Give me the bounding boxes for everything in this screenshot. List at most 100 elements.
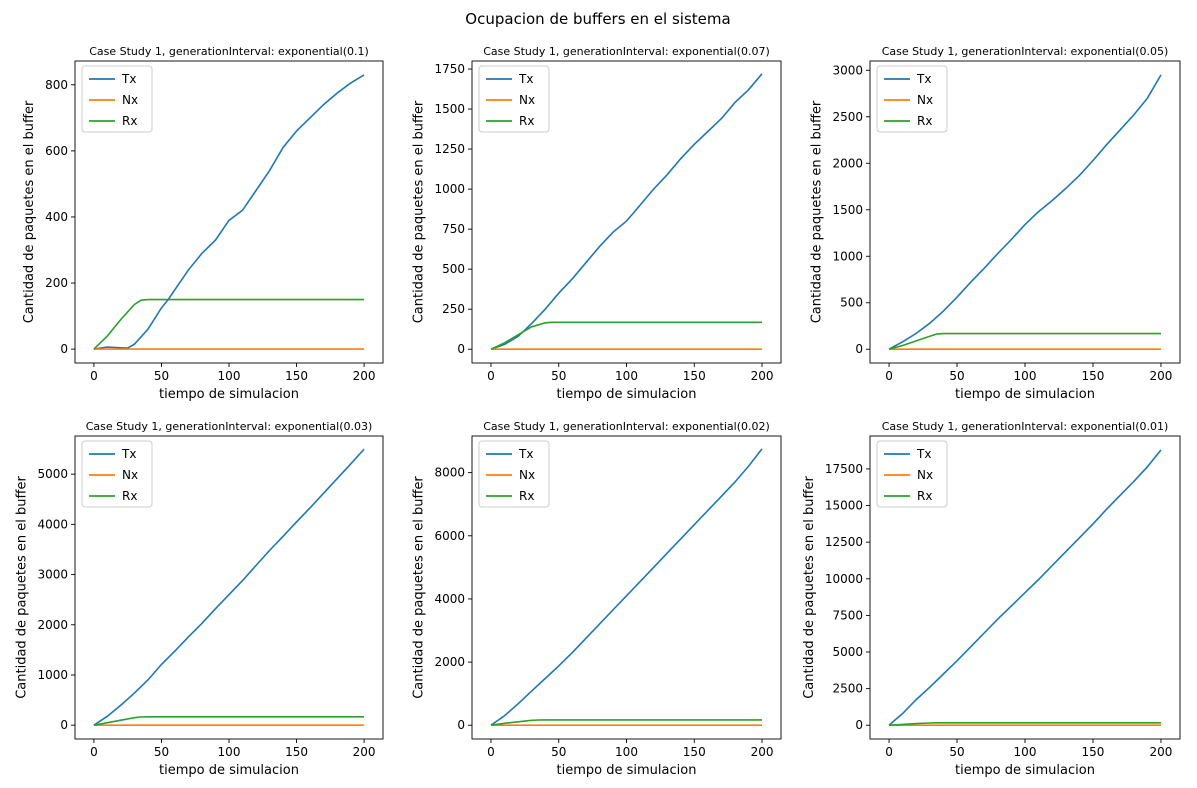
x-tick-label: 200: [1150, 745, 1173, 759]
legend-label-tx: Tx: [518, 447, 533, 461]
x-tick-label: 150: [683, 369, 706, 383]
subplot-title: Case Study 1, generationInterval: expone…: [89, 45, 369, 58]
y-tick-label: 1500: [434, 102, 465, 116]
x-tick-label: 50: [551, 745, 566, 759]
series-line-rx: [888, 332, 1161, 350]
series-line-tx: [490, 448, 763, 726]
y-axis-label: Cantidad de paquetes en el buffer: [14, 476, 29, 699]
x-tick-label: 100: [1014, 745, 1037, 759]
x-tick-label: 50: [551, 369, 566, 383]
legend: Tx Nx Rx: [478, 65, 550, 133]
series-line-rx: [888, 721, 1161, 726]
y-tick-label: 2500: [832, 110, 863, 124]
x-tick-label: 200: [751, 369, 774, 383]
y-tick-label: 0: [457, 342, 465, 356]
legend-label-nx: Nx: [519, 93, 535, 107]
y-axis-label: Cantidad de paquetes en el buffer: [411, 476, 426, 699]
y-tick-label: 17500: [825, 462, 863, 476]
series-line-tx: [93, 74, 365, 350]
x-axis-label: tiempo de simulacion: [955, 763, 1095, 778]
y-tick-label: 500: [840, 296, 863, 310]
x-axis-label: tiempo de simulacion: [159, 387, 299, 402]
y-tick-label: 0: [855, 718, 863, 732]
y-tick-label: 400: [45, 210, 68, 224]
x-tick-label: 100: [1014, 369, 1037, 383]
x-tick-label: 100: [218, 369, 241, 383]
series-line-tx: [888, 74, 1162, 350]
x-tick-label: 200: [353, 369, 376, 383]
x-tick-label: 50: [154, 369, 169, 383]
series-line-tx: [490, 73, 763, 350]
y-tick-label: 3000: [37, 568, 68, 582]
y-tick-label: 1000: [37, 668, 68, 682]
y-tick-label: 12500: [825, 535, 863, 549]
subplot-title: Case Study 1, generationInterval: expone…: [483, 420, 770, 433]
subplot-title: Case Study 1, generationInterval: expone…: [86, 420, 373, 433]
subplot-4: Case Study 1, generationInterval: expone…: [14, 420, 384, 778]
x-tick-label: 0: [885, 745, 893, 759]
y-axis-label: Cantidad de paquetes en el buffer: [22, 100, 37, 323]
x-axis-label: tiempo de simulacion: [557, 387, 697, 402]
legend-label-nx: Nx: [122, 468, 138, 482]
charts-grid: Case Study 1, generationInterval: expone…: [14, 45, 1181, 778]
x-axis-label: tiempo de simulacion: [955, 387, 1095, 402]
x-tick-label: 50: [154, 745, 169, 759]
x-tick-label: 100: [615, 745, 638, 759]
x-tick-label: 100: [615, 369, 638, 383]
legend-label-nx: Nx: [122, 93, 138, 107]
series-line-rx: [93, 298, 365, 350]
legend-label-tx: Tx: [916, 72, 931, 86]
y-tick-label: 0: [60, 342, 68, 356]
y-axis-label: Cantidad de paquetes en el buffer: [809, 100, 824, 323]
y-tick-label: 1000: [832, 249, 863, 263]
y-axis-label: Cantidad de paquetes en el buffer: [411, 100, 426, 323]
legend-box: [876, 440, 948, 508]
subplot-title: Case Study 1, generationInterval: expone…: [882, 420, 1169, 433]
legend-label-tx: Tx: [121, 72, 136, 86]
y-tick-label: 250: [442, 302, 465, 316]
y-tick-label: 3000: [832, 63, 863, 77]
x-tick-label: 200: [353, 745, 376, 759]
y-tick-label: 0: [855, 342, 863, 356]
y-tick-label: 4000: [434, 592, 465, 606]
y-tick-label: 6000: [434, 529, 465, 543]
series-line-tx: [888, 449, 1162, 726]
legend-label-nx: Nx: [519, 468, 535, 482]
x-tick-label: 0: [487, 369, 495, 383]
x-tick-label: 150: [285, 369, 308, 383]
legend-box: [478, 65, 550, 133]
subplot-2: Case Study 1, generationInterval: expone…: [411, 45, 782, 402]
legend-box: [876, 65, 948, 133]
subplot-5: Case Study 1, generationInterval: expone…: [411, 420, 782, 778]
x-axis-label: tiempo de simulacion: [557, 763, 697, 778]
series-line-rx: [490, 321, 762, 350]
y-tick-label: 2000: [434, 655, 465, 669]
x-axis-label: tiempo de simulacion: [159, 763, 299, 778]
y-tick-label: 2500: [832, 682, 863, 696]
y-axis-label: Cantidad de paquetes en el buffer: [802, 476, 817, 699]
legend-label-rx: Rx: [122, 489, 137, 503]
legend: Tx Nx Rx: [478, 440, 550, 508]
legend-label-rx: Rx: [122, 114, 137, 128]
series-line-rx: [490, 719, 762, 726]
x-tick-label: 50: [949, 745, 964, 759]
legend: Tx Nx Rx: [876, 440, 948, 508]
x-tick-label: 150: [285, 745, 308, 759]
subplot-6: Case Study 1, generationInterval: expone…: [802, 420, 1181, 778]
subplot-title: Case Study 1, generationInterval: expone…: [882, 45, 1169, 58]
legend-label-nx: Nx: [917, 93, 933, 107]
y-tick-label: 1000: [434, 182, 465, 196]
x-tick-label: 200: [751, 745, 774, 759]
legend-label-rx: Rx: [519, 489, 534, 503]
legend-label-rx: Rx: [917, 489, 932, 503]
y-tick-label: 8000: [434, 466, 465, 480]
subplot-title: Case Study 1, generationInterval: expone…: [483, 45, 770, 58]
x-tick-label: 50: [949, 369, 964, 383]
subplot-3: Case Study 1, generationInterval: expone…: [809, 45, 1181, 402]
x-tick-label: 200: [1150, 369, 1173, 383]
y-tick-label: 7500: [832, 608, 863, 622]
y-tick-label: 2000: [832, 156, 863, 170]
legend: Tx Nx Rx: [876, 65, 948, 133]
y-tick-label: 600: [45, 144, 68, 158]
